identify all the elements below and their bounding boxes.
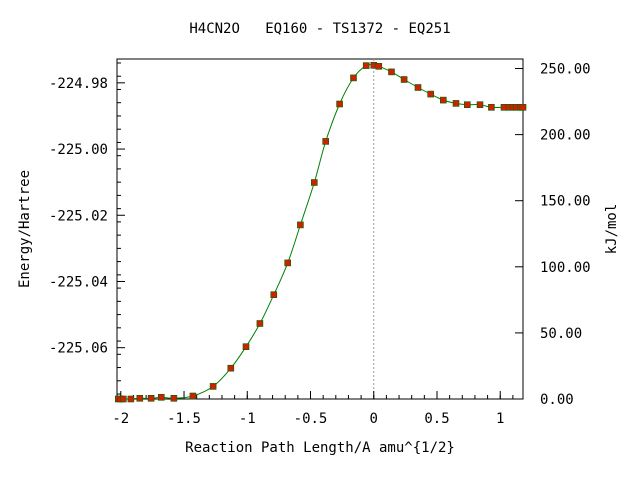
y-axis-right-label: kJ/mol xyxy=(604,204,620,255)
energy-curve xyxy=(118,64,524,400)
x-tick-label: -1 xyxy=(239,411,256,427)
y-left-tick-label: -224.98 xyxy=(49,76,108,92)
data-point xyxy=(388,68,395,76)
data-point xyxy=(476,101,484,108)
x-tick-label: -2 xyxy=(112,411,129,427)
y-axis-left: -224.98 -225.00 -225.02 -225.04 -225.06 xyxy=(49,62,125,395)
chart-title: H4CN2O EQ160 - TS1372 - EQ251 xyxy=(189,21,450,37)
data-point xyxy=(519,104,527,111)
y-left-tick-label: -225.00 xyxy=(49,142,108,158)
data-point xyxy=(452,100,460,107)
y-right-tick-label: 150.00 xyxy=(540,194,591,210)
data-point xyxy=(463,101,471,108)
data-point xyxy=(362,62,370,69)
data-point xyxy=(209,383,217,390)
energy-curve-layer xyxy=(118,64,524,400)
data-point xyxy=(270,291,278,299)
y-left-tick-label: -225.06 xyxy=(49,341,108,357)
data-point xyxy=(400,76,408,83)
data-point xyxy=(350,74,357,82)
data-point xyxy=(375,62,383,70)
x-axis-label: Reaction Path Length/A amu^{1/2} xyxy=(185,440,455,456)
data-point xyxy=(242,343,250,351)
data-point xyxy=(439,96,447,104)
y-left-tick-label: -225.02 xyxy=(49,208,108,224)
data-point xyxy=(147,394,155,402)
x-tick-label: 0.5 xyxy=(424,411,449,427)
y-right-tick-label: 200.00 xyxy=(540,128,591,144)
data-point xyxy=(158,393,165,401)
y-right-tick-label: 100.00 xyxy=(540,260,591,276)
y-axis-right: 0.00 50.00 100.00 150.00 200.00 250.00 xyxy=(515,62,591,408)
y-left-tick-label: -225.04 xyxy=(49,274,108,290)
x-axis: -2 -1.5 -1 -0.5 0 0.5 1 xyxy=(112,391,514,427)
y-right-tick-label: 0.00 xyxy=(540,392,574,408)
x-tick-label: 0 xyxy=(370,411,378,427)
data-point xyxy=(120,395,127,403)
plot-frame xyxy=(116,58,524,400)
data-point xyxy=(414,84,422,91)
data-point xyxy=(136,394,144,402)
data-points-layer xyxy=(115,61,527,403)
x-tick-label: 1 xyxy=(496,411,504,427)
y-axis-left-label: Energy/Hartree xyxy=(17,170,33,288)
data-point xyxy=(336,100,343,108)
data-point xyxy=(256,320,264,327)
x-tick-label: -0.5 xyxy=(294,411,328,427)
data-point xyxy=(310,179,318,186)
data-point xyxy=(170,394,178,402)
data-point xyxy=(427,90,435,98)
data-point xyxy=(297,221,304,229)
data-point xyxy=(284,259,292,267)
y-right-tick-label: 250.00 xyxy=(540,62,591,78)
data-point xyxy=(127,395,135,403)
x-tick-label: -1.5 xyxy=(167,411,201,427)
y-right-tick-label: 50.00 xyxy=(540,326,582,342)
data-point xyxy=(189,392,197,400)
data-point xyxy=(227,364,235,372)
data-point xyxy=(322,138,330,145)
data-point xyxy=(488,104,495,111)
